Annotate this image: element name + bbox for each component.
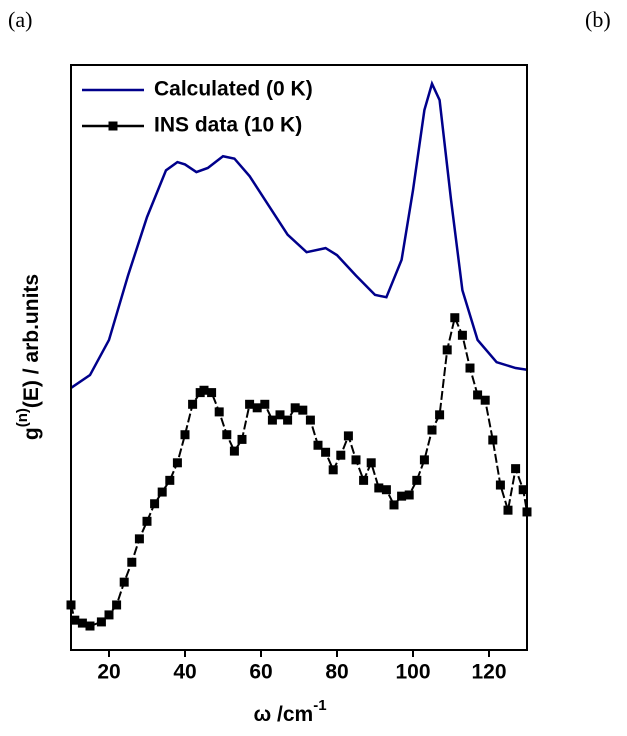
legend-label: INS data (10 K)	[154, 114, 302, 137]
marker	[518, 485, 528, 495]
marker	[245, 399, 255, 409]
marker	[465, 363, 475, 373]
marker	[442, 345, 452, 355]
marker	[142, 516, 152, 526]
marker	[222, 430, 232, 440]
x-axis-title: ω /cm-1	[253, 697, 326, 726]
marker	[252, 403, 262, 413]
marker	[283, 415, 293, 425]
marker	[343, 431, 353, 441]
y-label-base: g	[20, 427, 43, 440]
marker	[150, 499, 160, 509]
marker	[427, 425, 437, 435]
marker	[351, 455, 361, 465]
y-label-sup: (n)	[14, 408, 31, 427]
marker	[511, 464, 521, 474]
marker	[112, 600, 122, 610]
marker	[157, 487, 167, 497]
marker	[229, 446, 239, 456]
marker	[214, 407, 224, 417]
series-line	[70, 80, 528, 389]
marker	[404, 490, 414, 500]
marker	[127, 557, 137, 567]
marker	[85, 621, 95, 631]
marker	[488, 435, 498, 445]
marker	[70, 615, 80, 625]
marker	[298, 405, 308, 415]
x-label-sup: -1	[313, 697, 326, 714]
marker	[381, 485, 391, 495]
marker	[336, 450, 346, 460]
marker	[275, 410, 285, 420]
marker	[412, 475, 422, 485]
marker	[290, 403, 300, 413]
y-axis-title: g(n)(E) / arb.units	[14, 274, 43, 440]
marker	[188, 399, 198, 409]
marker	[207, 388, 217, 398]
marker	[435, 410, 445, 420]
marker	[237, 434, 247, 444]
marker	[480, 395, 490, 405]
legend-marker	[108, 121, 118, 131]
marker	[313, 440, 323, 450]
marker	[165, 475, 175, 485]
panel-label: (b)	[585, 7, 611, 32]
marker	[180, 430, 190, 440]
y-label-rest: (E) / arb.units	[20, 274, 43, 408]
marker	[77, 618, 87, 628]
x-tick-label: 40	[173, 661, 196, 684]
marker	[366, 458, 376, 468]
marker	[397, 491, 407, 501]
x-tick-label: 100	[395, 661, 430, 684]
x-tick-label: 80	[325, 661, 348, 684]
panel-label: (a)	[8, 7, 32, 32]
marker	[119, 577, 129, 587]
legend-label: Calculated (0 K)	[154, 78, 313, 101]
marker	[495, 480, 505, 490]
marker	[260, 399, 270, 409]
marker	[374, 483, 384, 493]
series-line	[70, 314, 528, 628]
marker	[267, 415, 277, 425]
x-label-base: ω /cm	[253, 703, 313, 726]
marker	[450, 313, 460, 323]
x-tick-label: 20	[97, 661, 120, 684]
marker	[134, 534, 144, 544]
marker	[321, 447, 331, 457]
plot-frame	[70, 64, 528, 651]
marker	[172, 458, 182, 468]
marker	[419, 455, 429, 465]
marker	[473, 390, 483, 400]
marker	[359, 475, 369, 485]
marker	[457, 330, 467, 340]
marker	[328, 465, 338, 475]
marker	[389, 500, 399, 510]
marker	[503, 505, 513, 515]
marker	[96, 617, 106, 627]
marker	[199, 385, 209, 395]
marker	[104, 610, 114, 620]
x-tick-label: 120	[471, 661, 506, 684]
x-tick-label: 60	[249, 661, 272, 684]
marker	[305, 415, 315, 425]
